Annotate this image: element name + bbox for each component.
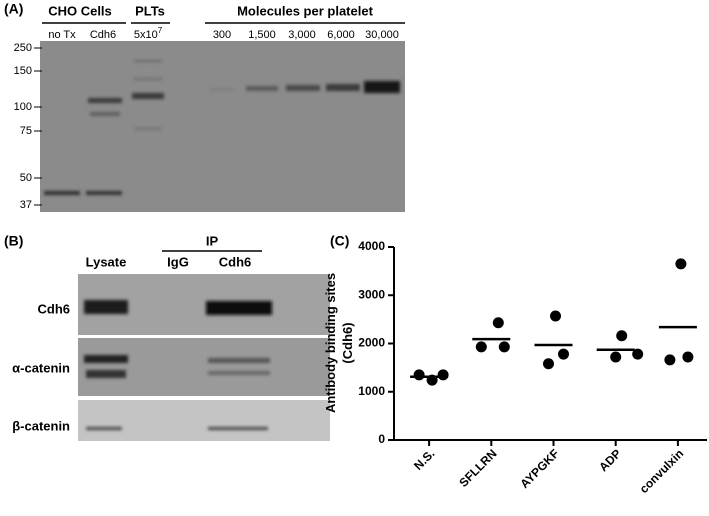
mw-marker: 250 — [14, 42, 32, 54]
mw-marker: 50 — [20, 172, 32, 184]
x-tick-label: ADP — [596, 446, 624, 474]
data-point — [550, 310, 561, 322]
y-tick-label: 1000 — [358, 384, 385, 398]
panel-label: (A) — [4, 1, 23, 17]
panel-label: (B) — [4, 233, 23, 249]
x-tick-label: convulxin — [637, 446, 687, 496]
column-header: Lysate — [86, 254, 127, 269]
data-point — [492, 317, 504, 329]
lane-label: 300 — [213, 29, 231, 41]
data-point — [610, 351, 622, 363]
mw-ticks — [34, 47, 42, 206]
column-header: IP — [206, 233, 219, 248]
bands — [84, 300, 272, 430]
mw-marker: 75 — [20, 125, 32, 137]
x-tick-label: N.S. — [411, 446, 437, 472]
lane-label: 3,000 — [288, 29, 316, 41]
data-point — [413, 369, 425, 381]
panel-label: (C) — [330, 233, 349, 249]
x-tick-label: SFLLRN — [456, 446, 499, 489]
blot — [78, 338, 330, 396]
y-tick-label: 0 — [378, 432, 385, 446]
data-point — [664, 354, 676, 366]
y-tick-label: 4000 — [358, 239, 385, 253]
group-header: Molecules per platelet — [237, 3, 373, 18]
group-header: CHO Cells — [48, 3, 112, 18]
y-axis-label: Antibody binding sites (Cdh6) — [323, 273, 355, 413]
column-header: Cdh6 — [219, 254, 252, 269]
group-header: PLTs — [135, 3, 165, 18]
lane-label: 30,000 — [365, 29, 399, 41]
data-point — [437, 369, 449, 381]
lane-label: Cdh6 — [90, 29, 116, 41]
mw-marker: 150 — [14, 65, 32, 77]
row-label: Cdh6 — [38, 301, 71, 316]
data-point — [475, 341, 487, 353]
lane-label: 6,000 — [327, 29, 355, 41]
data-point — [558, 348, 569, 360]
mw-marker: 100 — [14, 101, 32, 113]
data-point — [616, 330, 628, 342]
blot — [78, 400, 330, 441]
y-tick-label: 2000 — [358, 336, 385, 350]
data-point — [498, 341, 510, 353]
row-label: α-catenin — [12, 360, 70, 375]
bands — [44, 60, 400, 195]
data-point — [543, 358, 554, 370]
x-tick-label: AYPGKF — [517, 446, 561, 490]
lane-label: no Tx — [48, 29, 76, 41]
row-label: β-catenin — [12, 418, 70, 433]
lane-label: 1,500 — [248, 29, 276, 41]
chart: 0 1000 2000 3000 4000 N.S. SFLLRN AYPGKF ADP conv… — [358, 239, 707, 496]
blot — [40, 41, 405, 212]
data-point — [675, 258, 687, 270]
data-point — [632, 348, 644, 360]
column-header: IgG — [167, 254, 189, 269]
lane-label: 5x107 — [134, 26, 163, 41]
y-tick-label: 3000 — [358, 287, 385, 301]
mw-marker: 37 — [20, 199, 32, 211]
data-point — [682, 351, 694, 363]
